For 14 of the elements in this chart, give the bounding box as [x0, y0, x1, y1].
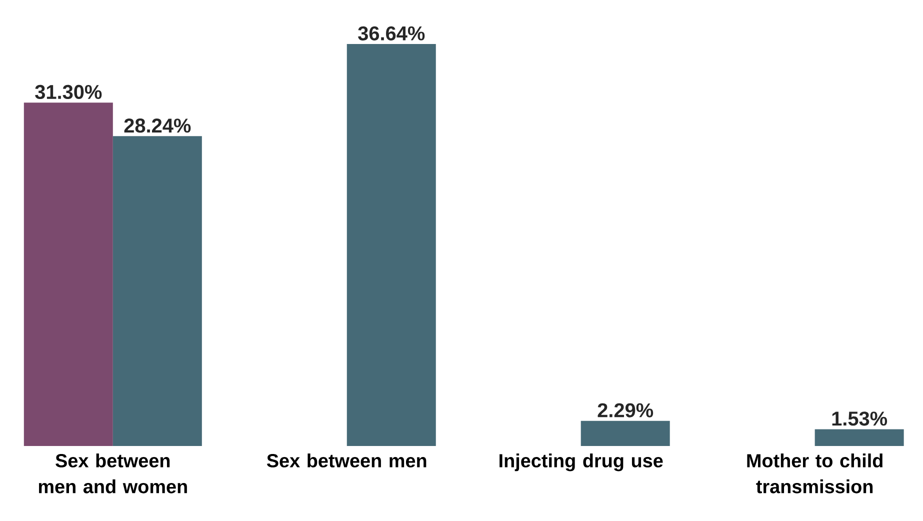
data-label: 2.29% — [598, 403, 654, 418]
data-label: 28.24% — [124, 118, 191, 133]
data-label: 1.53% — [832, 412, 888, 426]
bar — [580, 420, 670, 446]
data-label: 31.30% — [35, 84, 102, 100]
x-tick-label: Sex between men — [266, 454, 426, 468]
bar — [814, 429, 904, 446]
x-tick-label: Injecting drug use — [500, 454, 663, 472]
data-label: 36.64% — [358, 26, 425, 40]
bar — [346, 44, 436, 446]
bar — [112, 136, 202, 446]
bar — [24, 102, 113, 446]
x-tick-label: Mother to child transmission — [747, 454, 882, 494]
x-tick-label: Sex between men and women — [38, 454, 187, 494]
